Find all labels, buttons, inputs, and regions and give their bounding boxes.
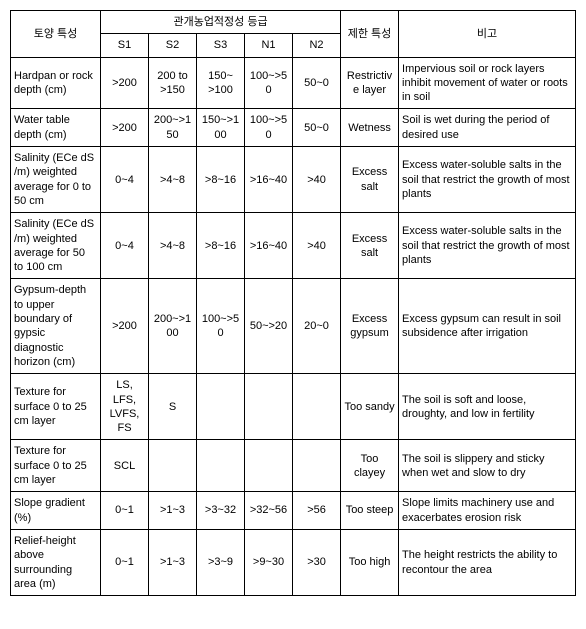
table-header: 토양 특성 관개농업적정성 등급 제한 특성 비고 S1 S2 S3 N1 N2 bbox=[11, 11, 576, 58]
cell-limit: Too high bbox=[341, 529, 399, 595]
table-row: Relief-height above surrounding area (m)… bbox=[11, 529, 576, 595]
cell-soilchar: Salinity (ECe dS /m) weighted average fo… bbox=[11, 147, 101, 213]
table-row: Texture for surface 0 to 25 cm layerLS, … bbox=[11, 374, 576, 440]
header-grade-n1: N1 bbox=[245, 34, 293, 57]
cell-soilchar: Texture for surface 0 to 25 cm layer bbox=[11, 440, 101, 492]
cell-grade: 50~0 bbox=[293, 57, 341, 109]
cell-grade: >4~8 bbox=[149, 147, 197, 213]
cell-grade: 200~>1 50 bbox=[149, 109, 197, 147]
cell-remark: Slope limits machinery use and exacerbat… bbox=[399, 492, 576, 530]
cell-limit: Restrictive layer bbox=[341, 57, 399, 109]
header-limiting: 제한 특성 bbox=[341, 11, 399, 58]
cell-limit: Excess salt bbox=[341, 147, 399, 213]
cell-grade: 50~>20 bbox=[245, 279, 293, 374]
cell-grade: >30 bbox=[293, 529, 341, 595]
cell-grade bbox=[245, 374, 293, 440]
cell-soilchar: Water table depth (cm) bbox=[11, 109, 101, 147]
cell-remark: Excess gypsum can result in soil subside… bbox=[399, 279, 576, 374]
cell-grade: 200~>1 00 bbox=[149, 279, 197, 374]
cell-grade: >1~3 bbox=[149, 492, 197, 530]
cell-remark: Soil is wet during the period of desired… bbox=[399, 109, 576, 147]
cell-grade: 100~>5 0 bbox=[245, 109, 293, 147]
cell-grade: 100~>5 0 bbox=[197, 279, 245, 374]
cell-grade: >200 bbox=[101, 279, 149, 374]
table-row: Hardpan or rock depth (cm)>200200 to >15… bbox=[11, 57, 576, 109]
cell-grade bbox=[293, 440, 341, 492]
cell-grade: >1~3 bbox=[149, 529, 197, 595]
header-grade-n2: N2 bbox=[293, 34, 341, 57]
header-grade-s3: S3 bbox=[197, 34, 245, 57]
header-grade-s2: S2 bbox=[149, 34, 197, 57]
cell-grade: >16~40 bbox=[245, 147, 293, 213]
cell-limit: Wetness bbox=[341, 109, 399, 147]
cell-soilchar: Slope gradient (%) bbox=[11, 492, 101, 530]
header-grade-s1: S1 bbox=[101, 34, 149, 57]
cell-grade: 20~0 bbox=[293, 279, 341, 374]
cell-limit: Too clayey bbox=[341, 440, 399, 492]
cell-grade bbox=[245, 440, 293, 492]
cell-grade: >200 bbox=[101, 109, 149, 147]
cell-grade: 200 to >150 bbox=[149, 57, 197, 109]
cell-remark: The height restricts the ability to reco… bbox=[399, 529, 576, 595]
cell-remark: Impervious soil or rock layers inhibit m… bbox=[399, 57, 576, 109]
cell-grade: SCL bbox=[101, 440, 149, 492]
header-remark: 비고 bbox=[399, 11, 576, 58]
cell-grade: >56 bbox=[293, 492, 341, 530]
cell-grade: >3~32 bbox=[197, 492, 245, 530]
cell-soilchar: Relief-height above surrounding area (m) bbox=[11, 529, 101, 595]
cell-grade: 0~1 bbox=[101, 529, 149, 595]
header-gradegroup: 관개농업적정성 등급 bbox=[101, 11, 341, 34]
soil-table: 토양 특성 관개농업적정성 등급 제한 특성 비고 S1 S2 S3 N1 N2… bbox=[10, 10, 576, 596]
table-row: Water table depth (cm)>200200~>1 50150~>… bbox=[11, 109, 576, 147]
cell-grade: 150~ >100 bbox=[197, 57, 245, 109]
cell-grade bbox=[197, 440, 245, 492]
cell-grade: >3~9 bbox=[197, 529, 245, 595]
cell-soilchar: Gypsum-depth to upper boundary of gypsic… bbox=[11, 279, 101, 374]
cell-grade: >16~40 bbox=[245, 213, 293, 279]
cell-remark: Excess water-soluble salts in the soil t… bbox=[399, 213, 576, 279]
header-soilchar: 토양 특성 bbox=[11, 11, 101, 58]
cell-grade: S bbox=[149, 374, 197, 440]
cell-grade: 0~4 bbox=[101, 147, 149, 213]
table-row: Gypsum-depth to upper boundary of gypsic… bbox=[11, 279, 576, 374]
cell-grade: >8~16 bbox=[197, 213, 245, 279]
cell-grade: 50~0 bbox=[293, 109, 341, 147]
cell-remark: Excess water-soluble salts in the soil t… bbox=[399, 147, 576, 213]
cell-grade: >40 bbox=[293, 213, 341, 279]
cell-grade: 150~>1 00 bbox=[197, 109, 245, 147]
table-row: Salinity (ECe dS /m) weighted average fo… bbox=[11, 213, 576, 279]
cell-limit: Excess salt bbox=[341, 213, 399, 279]
cell-soilchar: Salinity (ECe dS /m) weighted average fo… bbox=[11, 213, 101, 279]
cell-grade bbox=[197, 374, 245, 440]
cell-grade: >40 bbox=[293, 147, 341, 213]
cell-remark: The soil is soft and loose, droughty, an… bbox=[399, 374, 576, 440]
cell-limit: Too steep bbox=[341, 492, 399, 530]
cell-grade: >4~8 bbox=[149, 213, 197, 279]
table-row: Texture for surface 0 to 25 cm layerSCL T… bbox=[11, 440, 576, 492]
cell-limit: Excess gypsum bbox=[341, 279, 399, 374]
cell-limit: Too sandy bbox=[341, 374, 399, 440]
cell-grade: >8~16 bbox=[197, 147, 245, 213]
cell-grade: LS, LFS, LVFS, FS bbox=[101, 374, 149, 440]
cell-grade: >200 bbox=[101, 57, 149, 109]
cell-grade: 0~1 bbox=[101, 492, 149, 530]
cell-soilchar: Texture for surface 0 to 25 cm layer bbox=[11, 374, 101, 440]
cell-grade: 0~4 bbox=[101, 213, 149, 279]
cell-grade bbox=[293, 374, 341, 440]
cell-grade bbox=[149, 440, 197, 492]
cell-grade: 100~>5 0 bbox=[245, 57, 293, 109]
cell-soilchar: Hardpan or rock depth (cm) bbox=[11, 57, 101, 109]
table-row: Salinity (ECe dS /m) weighted average fo… bbox=[11, 147, 576, 213]
cell-remark: The soil is slippery and sticky when wet… bbox=[399, 440, 576, 492]
cell-grade: >32~56 bbox=[245, 492, 293, 530]
table-row: Slope gradient (%)0~1>1~3>3~32>32~56>56T… bbox=[11, 492, 576, 530]
table-body: Hardpan or rock depth (cm)>200200 to >15… bbox=[11, 57, 576, 596]
cell-grade: >9~30 bbox=[245, 529, 293, 595]
